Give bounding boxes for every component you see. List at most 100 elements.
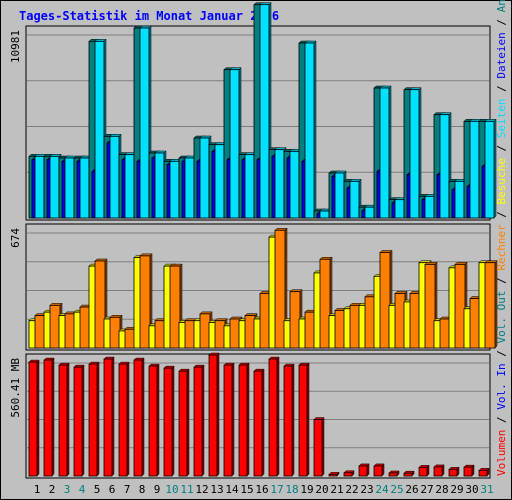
bar-bottom-volumen-day-25 — [388, 470, 400, 477]
bar-face — [469, 120, 480, 219]
bar-face — [118, 363, 128, 477]
bar-top-seiten-day-24 — [379, 85, 392, 219]
bar-face — [139, 27, 150, 219]
bar-face — [223, 364, 233, 477]
x-tick-label-18: 18 — [285, 483, 298, 496]
bar-top-seiten-day-19 — [304, 40, 317, 219]
bar-face — [448, 468, 458, 477]
bar-face — [259, 4, 270, 219]
bar-face — [109, 135, 120, 219]
bar-bottom-volumen-day-9 — [148, 363, 160, 477]
x-tick-label-17: 17 — [270, 483, 283, 496]
bar-face — [328, 473, 338, 477]
x-tick-label-30: 30 — [465, 483, 478, 496]
bar-face — [64, 313, 76, 349]
x-tick-label-25: 25 — [390, 483, 403, 496]
bar-bottom-volumen-day-4 — [73, 364, 85, 477]
x-tick-label-13: 13 — [210, 483, 223, 496]
bar-face — [64, 157, 75, 219]
x-tick-label-22: 22 — [345, 483, 358, 496]
bar-face — [229, 69, 240, 219]
x-tick-label-27: 27 — [420, 483, 433, 496]
bar-bottom-volumen-day-19 — [298, 362, 310, 477]
bar-bottom-volumen-day-29 — [448, 466, 460, 477]
bar-face — [169, 265, 181, 349]
bar-middle-rechner-day-31 — [484, 260, 498, 349]
bar-face — [49, 155, 60, 219]
bar-face — [454, 263, 466, 349]
bar-face — [283, 365, 293, 477]
legend-separator: / — [495, 79, 508, 99]
bar-face — [478, 469, 488, 477]
legend-entry-volumen: Volumen — [495, 430, 508, 476]
bar-face — [409, 293, 421, 349]
bar-bottom-volumen-day-27 — [418, 464, 430, 477]
bar-face — [229, 318, 241, 349]
bar-bottom-volumen-day-20 — [313, 416, 325, 477]
bar-face — [484, 262, 496, 349]
bar-bottom-volumen-day-22 — [343, 470, 355, 477]
x-tick-label-8: 8 — [139, 483, 146, 496]
y-max-label-bottom: 560.41 MB — [9, 358, 22, 418]
x-tick-label-16: 16 — [255, 483, 268, 496]
x-tick-label-10: 10 — [165, 483, 178, 496]
bar-bottom-volumen-day-16 — [253, 368, 265, 477]
bar-top-seiten-day-31 — [484, 118, 497, 219]
legend-entry-rechner: Rechner — [495, 224, 508, 271]
bar-face — [334, 310, 346, 349]
legend: Volumen / Vol. In / Vol. Out / Rechner /… — [495, 0, 508, 476]
bar-face — [94, 40, 105, 219]
bar-face — [403, 472, 413, 477]
bar-face — [139, 255, 151, 349]
legend-separator: / — [495, 344, 508, 364]
bar-face — [73, 366, 83, 477]
legend-entry-dateien: Dateien — [495, 32, 508, 78]
bar-face — [103, 358, 113, 477]
bar-bottom-volumen-day-14 — [223, 362, 235, 477]
bar-face — [34, 315, 46, 349]
legend-entry-seiten: Seiten — [495, 98, 508, 138]
bar-face — [388, 472, 398, 477]
x-tick-label-29: 29 — [450, 483, 463, 496]
bar-bottom-volumen-day-10 — [163, 365, 175, 477]
bar-face — [184, 157, 195, 219]
bar-face — [424, 263, 436, 349]
bar-face — [94, 260, 106, 349]
bar-face — [274, 229, 286, 349]
bar-face — [49, 304, 61, 349]
bar-face — [184, 320, 196, 349]
x-tick-label-14: 14 — [225, 483, 239, 496]
x-tick-label-19: 19 — [300, 483, 313, 496]
bar-face — [133, 359, 143, 477]
bar-face — [244, 315, 256, 349]
bar-middle-rechner-day-17 — [274, 227, 288, 349]
x-tick-label-4: 4 — [79, 483, 86, 496]
x-tick-label-24: 24 — [375, 483, 389, 496]
x-tick-label-7: 7 — [124, 483, 131, 496]
bar-face — [313, 419, 323, 477]
bar-bottom-volumen-day-23 — [358, 463, 370, 477]
bar-face — [43, 359, 53, 477]
x-tick-label-5: 5 — [94, 483, 101, 496]
bar-face — [304, 311, 316, 349]
bar-bottom-volumen-day-26 — [403, 470, 415, 477]
x-tick-label-23: 23 — [360, 483, 373, 496]
bar-face — [379, 252, 391, 349]
bar-face — [319, 210, 330, 219]
bar-face — [418, 466, 428, 477]
bar-bottom-volumen-day-24 — [373, 463, 385, 477]
bar-bottom-volumen-day-31 — [478, 467, 490, 477]
bar-face — [244, 154, 255, 219]
bar-bottom-volumen-day-13 — [208, 352, 220, 477]
x-tick-label-28: 28 — [435, 483, 448, 496]
bar-face — [439, 318, 451, 349]
y-max-label-middle: 674 — [9, 228, 22, 248]
x-tick-label-9: 9 — [154, 483, 161, 496]
bar-face — [208, 354, 218, 477]
bar-face — [274, 149, 285, 219]
bar-face — [379, 87, 390, 219]
bar-bottom-volumen-day-21 — [328, 471, 340, 477]
bar-face — [358, 465, 368, 477]
